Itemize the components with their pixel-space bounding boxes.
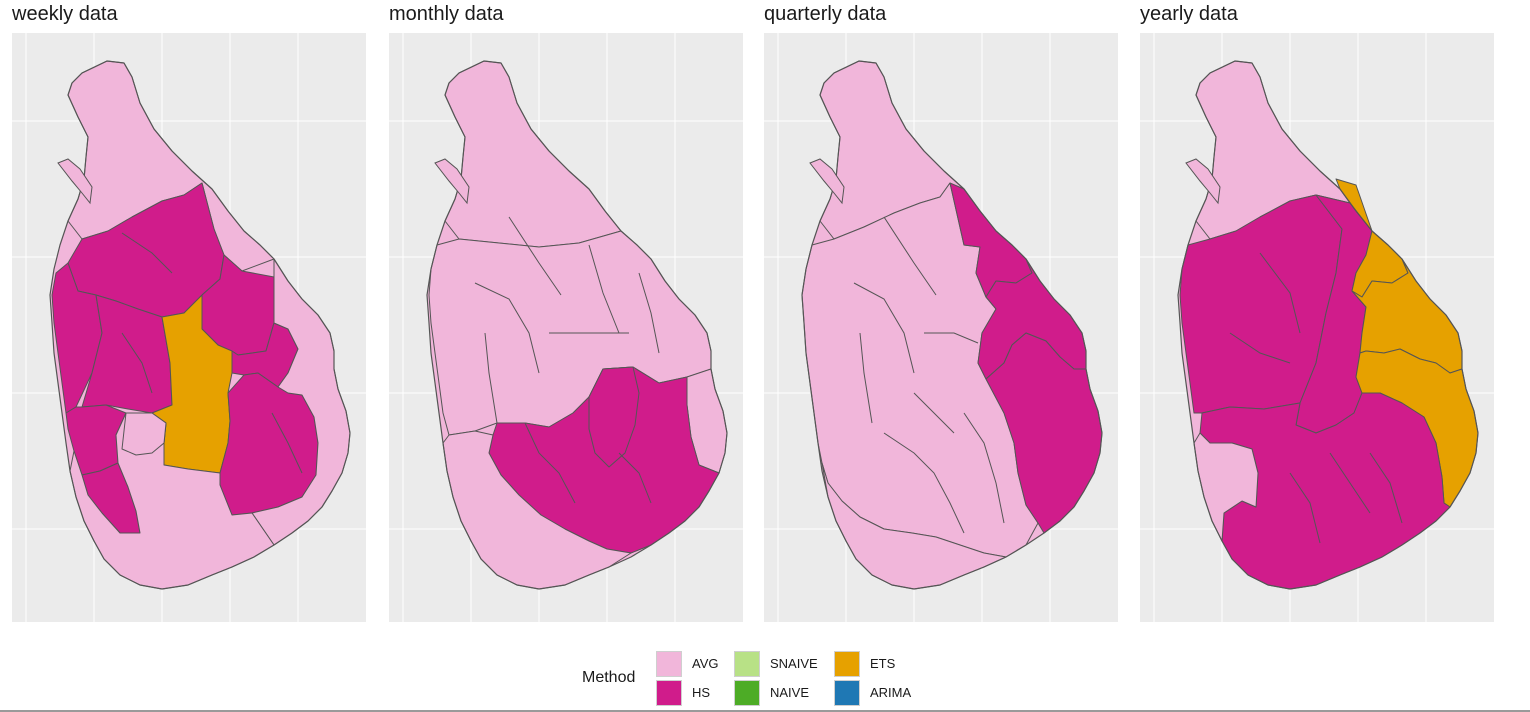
- legend-swatch-ets: [834, 651, 860, 677]
- kalpitiya-peninsula: [1185, 158, 1221, 205]
- legend-swatch-naive: [734, 680, 760, 706]
- district-border: [1329, 452, 1371, 514]
- district-west-center: [121, 412, 167, 456]
- map-yearly: [1140, 33, 1494, 622]
- map-weekly: [12, 33, 366, 622]
- panel-title: weekly data: [12, 3, 118, 25]
- map-quarterly: [764, 33, 1118, 622]
- kalpitiya-peninsula: [434, 158, 470, 205]
- kalpitiya-peninsula: [57, 158, 93, 205]
- district-border: [963, 412, 1005, 524]
- district-southeast: [588, 366, 640, 468]
- district-border: [883, 216, 937, 296]
- legend-swatch-avg: [656, 651, 682, 677]
- district-border: [474, 282, 540, 374]
- legend-label-naive: NAIVE: [770, 685, 810, 700]
- legend-item-avg: AVG: [656, 650, 746, 678]
- legend-swatch-snaive: [734, 651, 760, 677]
- bottom-divider: [0, 710, 1530, 712]
- district-border: [1369, 452, 1403, 524]
- panel-quarterly: quarterly data: [764, 0, 1118, 622]
- district-border: [924, 332, 979, 344]
- coastline: [49, 60, 351, 590]
- panel-title: quarterly data: [764, 3, 887, 25]
- district-border: [121, 332, 153, 394]
- legend-label-avg: AVG: [692, 656, 719, 671]
- panel-title: monthly data: [389, 3, 504, 25]
- legend-item-snaive: SNAIVE: [734, 650, 824, 678]
- district-border: [853, 282, 915, 374]
- legend-item-naive: NAIVE: [734, 679, 824, 707]
- panel-yearly: yearly data: [1140, 0, 1494, 622]
- district-border: [1229, 332, 1291, 364]
- district-border: [484, 332, 498, 424]
- district-border: [883, 432, 965, 534]
- legend-item-ets: ETS: [834, 650, 924, 678]
- panel-monthly: monthly data: [389, 0, 743, 622]
- district-border: [1289, 472, 1321, 544]
- district-border: [638, 272, 660, 354]
- legend-title: Method: [582, 669, 636, 686]
- legend-swatch-arima: [834, 680, 860, 706]
- legend-swatch-hs: [656, 680, 682, 706]
- legend-label-ets: ETS: [870, 656, 896, 671]
- legend-label-hs: HS: [692, 685, 711, 700]
- kalpitiya-peninsula: [809, 158, 845, 205]
- coastline: [1177, 60, 1479, 590]
- legend-item-arima: ARIMA: [834, 679, 924, 707]
- district-border: [524, 422, 576, 504]
- map-monthly: [389, 33, 743, 622]
- district-border: [913, 392, 955, 434]
- district-border: [1259, 252, 1301, 334]
- district-border: [588, 244, 620, 334]
- district-border: [121, 232, 173, 274]
- legend-item-hs: HS: [656, 679, 746, 707]
- panel-weekly: weekly data: [12, 0, 366, 622]
- coastline: [801, 60, 1103, 590]
- district-border: [618, 452, 652, 504]
- legend: Method AVG HS SNAIVE NAIVE ETS ARIMA: [582, 648, 922, 708]
- legend-label-snaive: SNAIVE: [770, 656, 818, 671]
- district-border: [508, 216, 562, 296]
- district-border: [859, 332, 873, 424]
- coastline: [426, 60, 728, 590]
- legend-label-arima: ARIMA: [870, 685, 912, 700]
- district-border: [271, 412, 303, 474]
- panel-title: yearly data: [1140, 3, 1238, 25]
